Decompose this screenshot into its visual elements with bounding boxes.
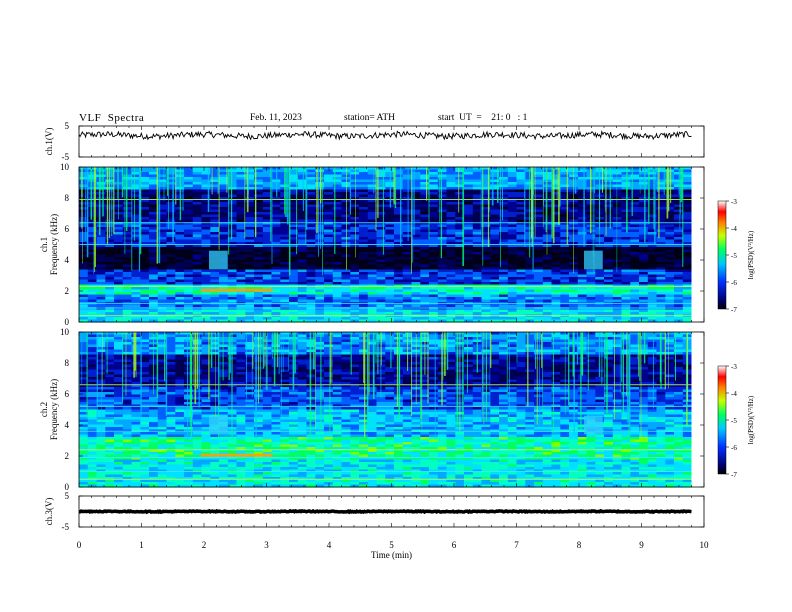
x-tick-label: 3: [264, 540, 269, 550]
ch1-spectrogram-ytick-label: 6: [65, 224, 70, 234]
date-label: Feb. 11, 2023: [250, 113, 302, 123]
ch1-waveform-frame: [78, 125, 705, 158]
ch2-spectrogram-ytick-label: 10: [60, 327, 70, 337]
ch1-spectrogram-image: [79, 167, 704, 323]
ch2-spectrogram-colorbar-tick: -3: [731, 363, 737, 371]
ch2-spectrogram-panel: 0 2 4 6 8 10 ch.2 Frequency (kHz): [39, 327, 705, 492]
ch1-spectrogram-colorbar-label: log(PSD)(V²/Hz): [747, 230, 755, 279]
x-axis-label: Time (min): [371, 550, 412, 560]
start-time-label: start UT = 21: 0 : 1: [438, 113, 528, 123]
ch2-spectrogram-ytick-label: 8: [65, 358, 70, 368]
x-tick-label: 10: [700, 540, 710, 550]
ch2-spectrogram-colorbar-tick: -4: [731, 390, 737, 398]
figure-title: VLF Spectra: [79, 112, 145, 124]
ch3-waveform-ytick-label: -5: [62, 522, 70, 532]
ch1-colorbar: -3 -4 -5 -6 -7 log(PSD)(V²/Hz): [717, 198, 755, 314]
ch1-spectrogram-colorbar-scale: [717, 200, 727, 310]
ch2-spectrogram-colorbar-tick: -7: [731, 471, 737, 479]
ch1-spectrogram-ytick-label: 10: [60, 162, 70, 172]
ch1-waveform-ytick-label: -5: [62, 152, 70, 162]
ch3-waveform-trace: [78, 508, 692, 515]
ch2-spectrogram-ytick-label: 0: [65, 482, 70, 492]
ch1-spectrogram-ytick-label: 8: [65, 193, 70, 203]
ch1-waveform-ytick-label: 5: [65, 121, 70, 131]
ch3-waveform-ylabel: ch.3(V): [44, 498, 54, 526]
ch1-spectrogram-colorbar-tick: -7: [731, 306, 737, 314]
ch2-spectrogram-ytick-label: 4: [65, 420, 70, 430]
ch2-spectrogram-image: [78, 332, 704, 488]
time-axis: 0 1 2 3 4 5 6 7 8 9 10 Time (min): [77, 540, 709, 560]
x-tick-label: 6: [452, 540, 457, 550]
ch2-spectrogram-colorbar-tick: -5: [731, 417, 737, 425]
ch1-spectrogram-ytick-label: 0: [65, 317, 70, 327]
ch2-spectrogram-ylabel: Frequency (kHz): [49, 379, 59, 440]
ch1-waveform-ylabel: ch.1(V): [44, 128, 54, 156]
ch1-spectrogram-ylabel: Frequency (kHz): [49, 214, 59, 275]
ch3-waveform-panel: 5 -5 ch.3(V): [44, 491, 705, 532]
ch1-spectrogram-colorbar-tick: -3: [731, 198, 737, 206]
station-label: station= ATH: [344, 113, 396, 123]
ch1-waveform-trace: [78, 129, 692, 141]
ch2-spectrogram-colorbar-label: log(PSD)(V²/Hz): [747, 395, 755, 444]
ch1-spectrogram-ylabel: ch.1: [39, 237, 49, 252]
ch1-spectrogram-colorbar-tick: -6: [731, 279, 737, 287]
ch1-spectrogram-ytick-label: 2: [65, 286, 70, 296]
ch1-spectrogram-colorbar-tick: -4: [731, 225, 737, 233]
x-tick-label: 4: [327, 540, 332, 550]
ch1-spectrogram-panel: 0 2 4 6 8 10 ch.1 Frequency (kHz): [39, 162, 705, 327]
x-tick-label: 2: [202, 540, 207, 550]
ch1-waveform-panel: 5 -5 ch.1(V): [44, 121, 705, 162]
x-tick-label: 8: [577, 540, 582, 550]
ch3-waveform-ytick-label: 5: [65, 491, 70, 501]
ch2-spectrogram-ytick-label: 6: [65, 389, 70, 399]
x-tick-label: 9: [639, 540, 644, 550]
x-tick-label: 1: [139, 540, 144, 550]
ch1-spectrogram-ytick-label: 4: [65, 255, 70, 265]
ch2-spectrogram-colorbar-tick: -6: [731, 444, 737, 452]
ch2-colorbar: -3 -4 -5 -6 -7 log(PSD)(V²/Hz): [717, 363, 755, 479]
ch2-spectrogram-ytick-label: 2: [65, 451, 70, 461]
ch1-spectrogram-colorbar-tick: -5: [731, 252, 737, 260]
ch2-spectrogram-ylabel: ch.2: [39, 402, 49, 417]
x-tick-label: 7: [514, 540, 519, 550]
x-tick-label: 5: [389, 540, 394, 550]
ch2-spectrogram-colorbar-scale: [717, 365, 727, 475]
x-tick-label: 0: [77, 540, 82, 550]
